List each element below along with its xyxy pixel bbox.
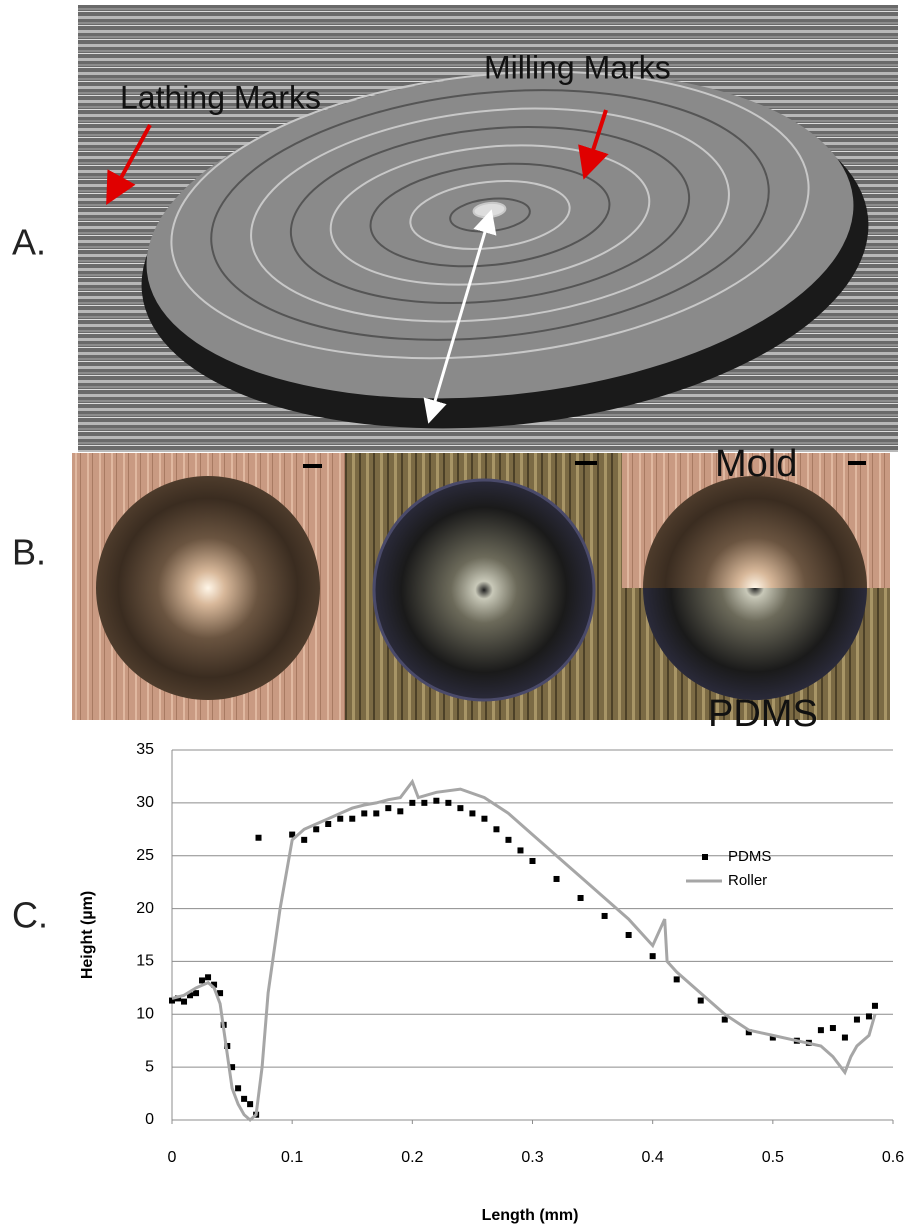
y-tick-label: 30 — [136, 794, 154, 811]
point — [313, 826, 320, 833]
x-tick-label: 0.5 — [762, 1149, 784, 1166]
point — [217, 990, 224, 997]
panel-label: C. — [12, 895, 48, 936]
point — [409, 799, 416, 806]
point — [325, 821, 332, 827]
point — [421, 799, 428, 806]
point — [229, 1064, 236, 1071]
x-tick-label: 0.6 — [882, 1149, 904, 1166]
point — [349, 815, 356, 822]
point — [517, 847, 524, 854]
y-tick-label: 10 — [136, 1006, 154, 1023]
point — [187, 992, 194, 999]
point — [445, 799, 452, 806]
line-series — [171, 778, 877, 1123]
point — [841, 1034, 848, 1041]
y-axis-title: Height (µm) — [79, 891, 96, 979]
point — [247, 1101, 254, 1108]
point — [829, 1025, 836, 1032]
point — [385, 805, 392, 812]
point — [673, 976, 680, 983]
point — [649, 953, 656, 960]
panel-b-images — [72, 453, 890, 720]
point — [601, 912, 608, 919]
y-tick-label: 5 — [145, 1058, 154, 1075]
point — [211, 981, 218, 988]
point — [397, 808, 404, 815]
point — [301, 836, 308, 843]
x-tick-label: 0 — [168, 1149, 177, 1166]
point — [577, 895, 584, 901]
point — [469, 810, 476, 817]
y-tick-label: 0 — [145, 1111, 154, 1128]
point — [289, 831, 296, 838]
x-tick-label: 0.1 — [281, 1149, 303, 1166]
x-tick-label: 0.3 — [521, 1149, 543, 1166]
point — [181, 998, 188, 1005]
point — [745, 1029, 752, 1036]
point — [457, 805, 464, 812]
x-tick-label: 0.2 — [401, 1149, 423, 1166]
point — [697, 997, 704, 1004]
panel-label: B. — [12, 532, 46, 573]
point — [255, 834, 262, 841]
point — [529, 858, 536, 864]
panel-label: A. — [12, 222, 46, 263]
point — [169, 997, 175, 1004]
point — [721, 1016, 728, 1023]
annotation: Milling Marks — [484, 49, 671, 85]
point — [871, 1002, 878, 1009]
point — [853, 1016, 860, 1023]
legend-marker — [702, 854, 708, 860]
point — [241, 1095, 248, 1102]
y-tick-label: 35 — [136, 741, 154, 758]
point — [505, 836, 512, 843]
y-tick-label: 20 — [136, 900, 154, 917]
x-axis-title: Length (mm) — [482, 1207, 579, 1224]
annotation: Lathing Marks — [120, 79, 321, 115]
point — [199, 977, 206, 984]
point — [373, 810, 380, 817]
point — [817, 1027, 824, 1034]
y-tick-label: 15 — [136, 953, 154, 970]
point — [337, 815, 344, 822]
point — [493, 826, 500, 833]
x-tick-label: 0.4 — [642, 1149, 664, 1166]
point — [553, 875, 560, 882]
point — [769, 1034, 776, 1041]
y-tick-label: 25 — [136, 847, 154, 864]
point — [361, 810, 368, 817]
point — [193, 990, 200, 997]
legend-label: PDMS — [728, 848, 771, 865]
point — [865, 1013, 872, 1020]
legend-label: Roller — [728, 872, 767, 889]
point — [481, 815, 488, 822]
point — [433, 797, 440, 804]
point — [235, 1085, 242, 1092]
point — [175, 995, 182, 1002]
point — [625, 932, 632, 938]
point — [205, 974, 212, 981]
annotation: Mold — [715, 443, 797, 485]
annotation: PDMS — [708, 693, 818, 735]
panel-a-image — [78, 5, 898, 452]
